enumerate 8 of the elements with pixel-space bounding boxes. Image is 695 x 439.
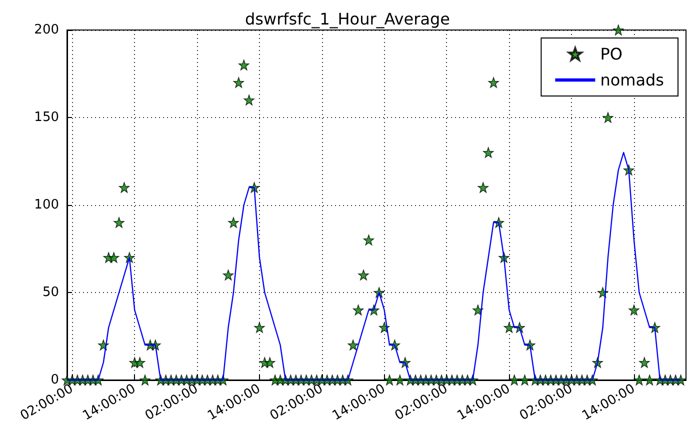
legend-label: nomads [600, 70, 664, 90]
chart-title: dswrfsfc_1_Hour_Average [245, 10, 450, 28]
y-tick-label: 100 [34, 198, 59, 212]
legend-label: PO [600, 44, 622, 64]
y-tick-label: 0 [50, 372, 59, 388]
y-tick-label: 200 [34, 22, 59, 38]
y-tick-label: 150 [34, 110, 59, 125]
y-tick-label: 50 [42, 285, 59, 300]
